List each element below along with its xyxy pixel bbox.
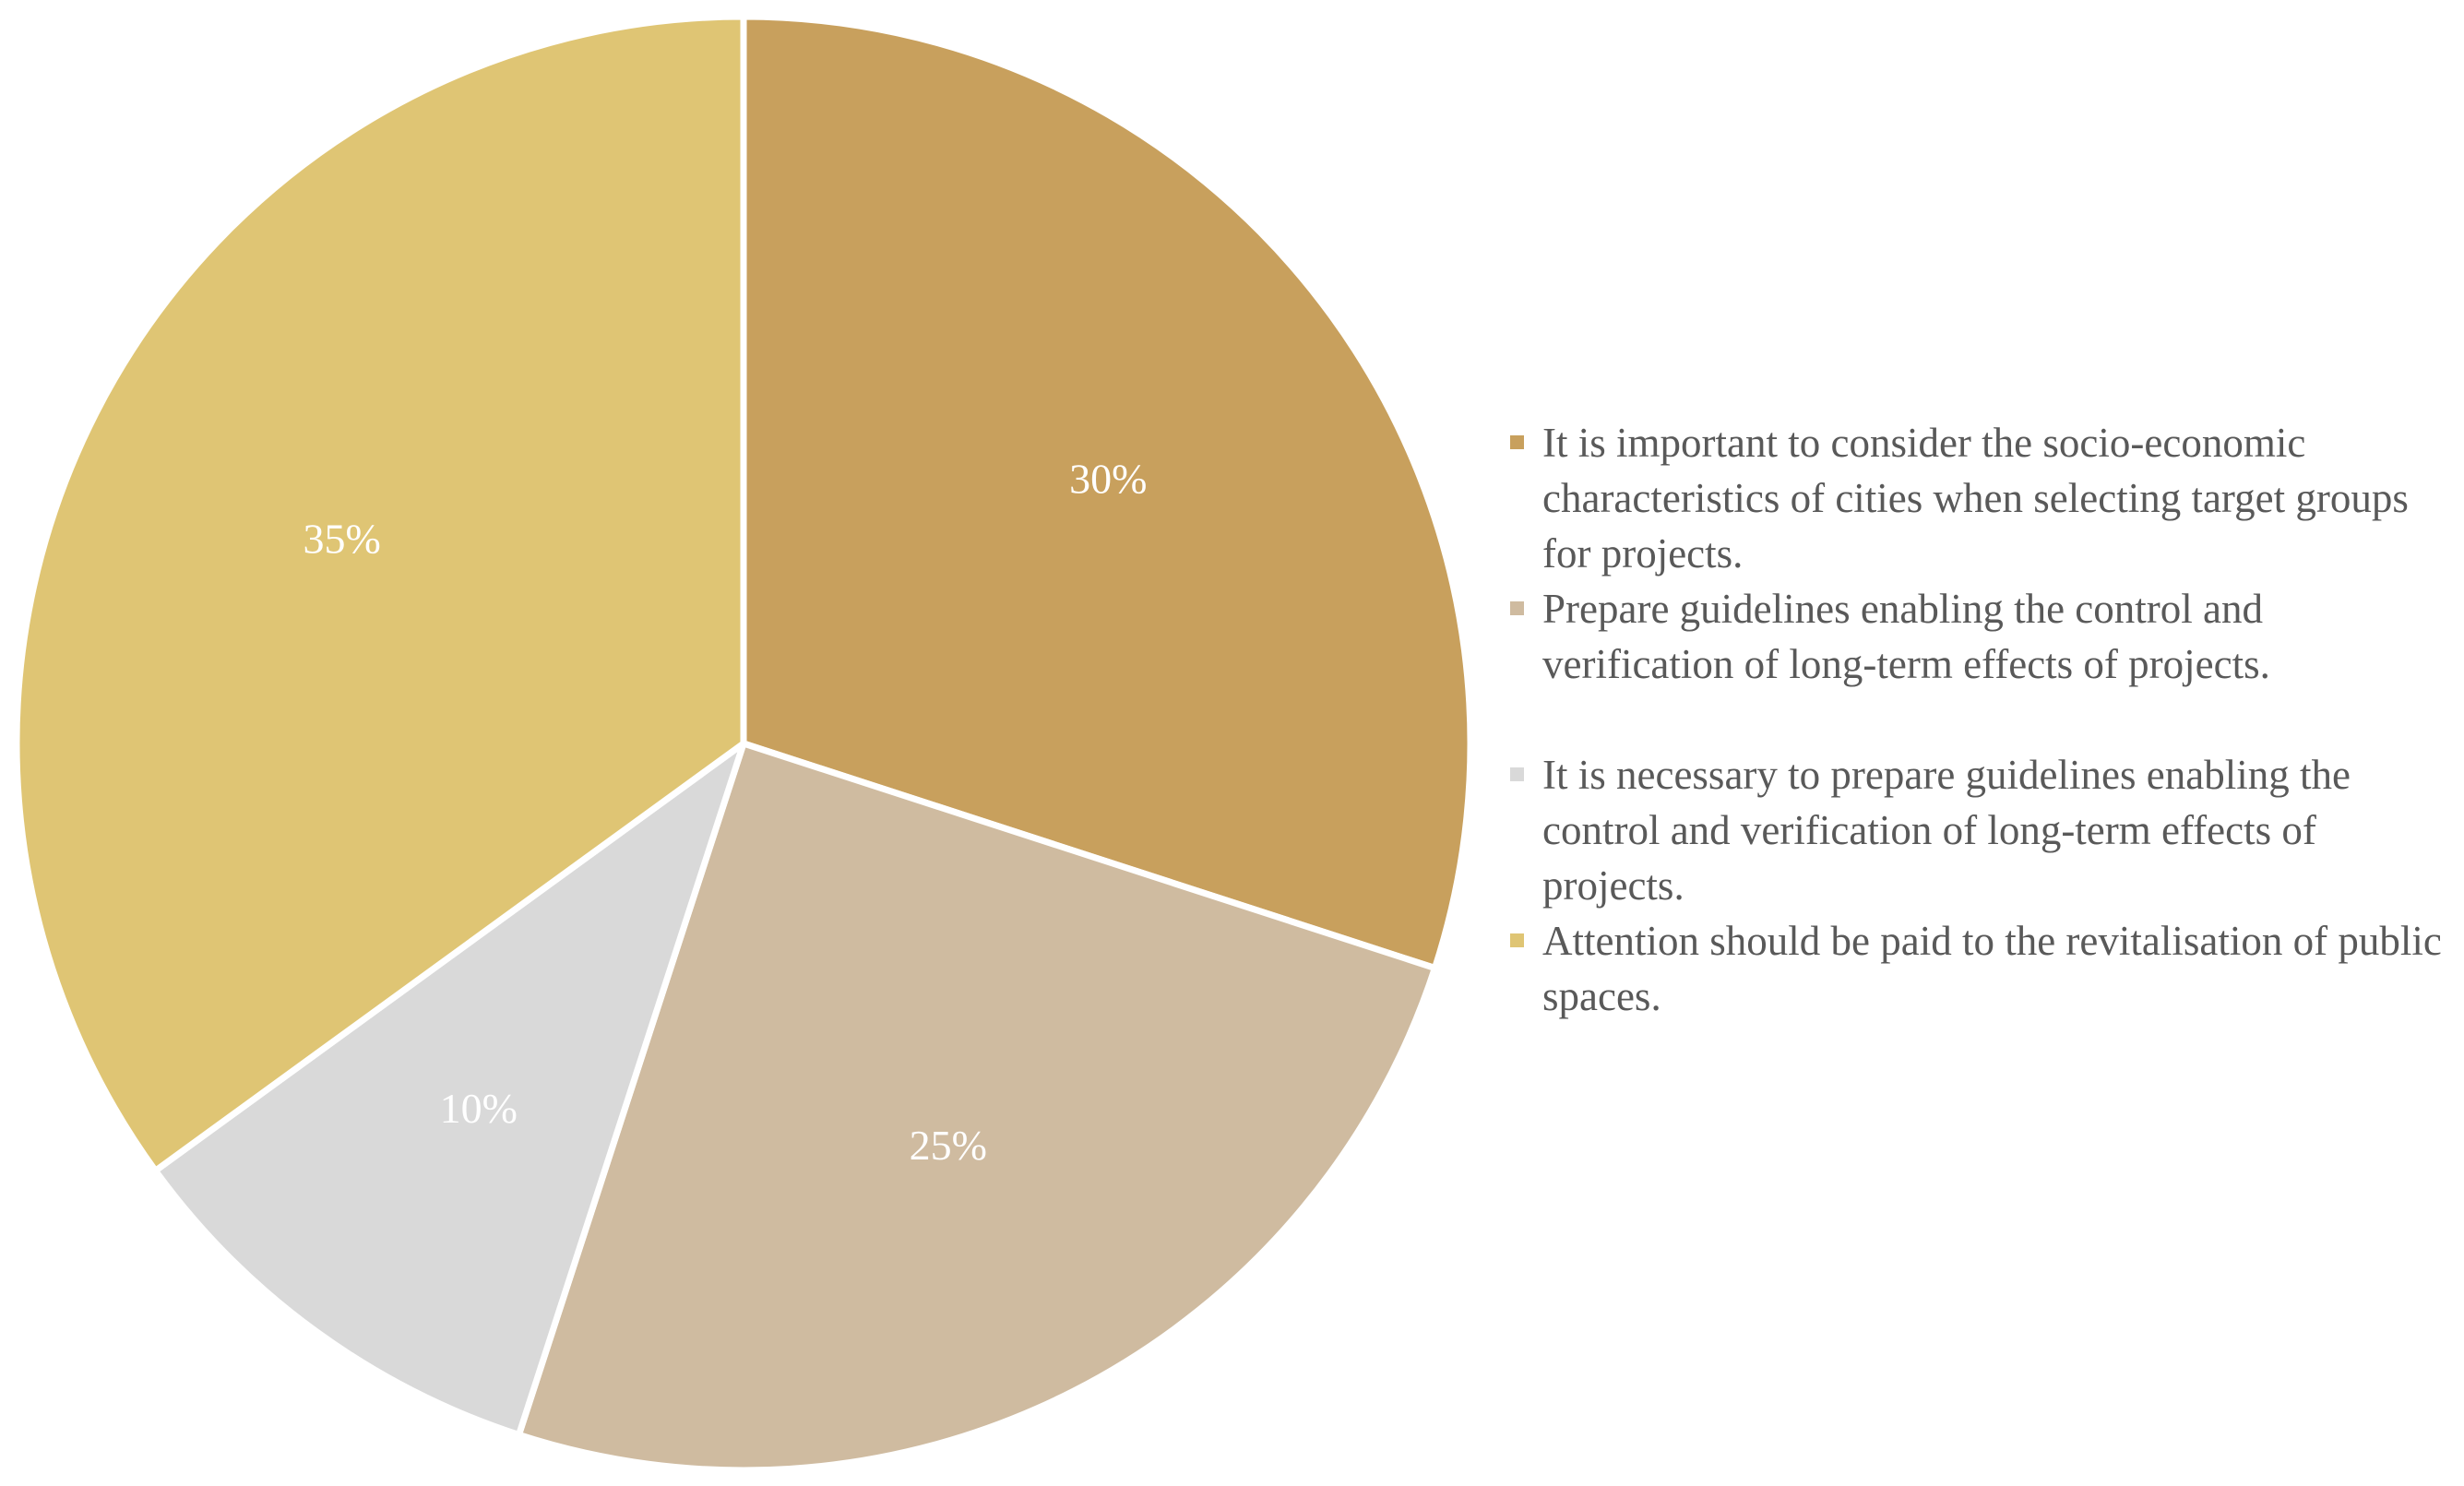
- legend-label-necessary-guidelines: It is necessary to prepare guidelines en…: [1542, 752, 2351, 909]
- pie-slice-label-1: 30%: [1069, 455, 1147, 502]
- legend-item-prepare-guidelines: Prepare guidelines enabling the control …: [1510, 581, 2460, 692]
- legend-label-public-spaces: Attention should be paid to the revitali…: [1542, 918, 2442, 1019]
- legend-item-public-spaces: Attention should be paid to the revitali…: [1510, 913, 2460, 1024]
- legend: It is important to consider the socio-ec…: [1510, 415, 2460, 1024]
- legend-swatch-socio-economic: [1510, 435, 1524, 449]
- pie-data-labels: 30% 25% 10% 35%: [304, 455, 1148, 1169]
- legend-swatch-necessary-guidelines: [1510, 767, 1524, 781]
- legend-label-prepare-guidelines: Prepare guidelines enabling the control …: [1542, 586, 2270, 687]
- pie-slice-3: [151, 740, 747, 1438]
- legend-swatch-prepare-guidelines: [1510, 601, 1524, 615]
- pie-slice-label-3: 10%: [440, 1085, 518, 1132]
- pie-slice-1: [740, 13, 1474, 972]
- legend-swatch-public-spaces: [1510, 933, 1524, 947]
- pie-slice-label-2: 25%: [910, 1122, 987, 1169]
- pie-slice-2: [515, 740, 1438, 1474]
- legend-label-socio-economic: It is important to consider the socio-ec…: [1542, 420, 2409, 577]
- legend-item-socio-economic: It is important to consider the socio-ec…: [1510, 415, 2460, 581]
- legend-item-necessary-guidelines: It is necessary to prepare guidelines en…: [1510, 747, 2460, 913]
- pie-slices: [13, 13, 1474, 1474]
- pie-slice-4: [13, 13, 747, 1174]
- pie-slice-label-4: 35%: [304, 516, 381, 563]
